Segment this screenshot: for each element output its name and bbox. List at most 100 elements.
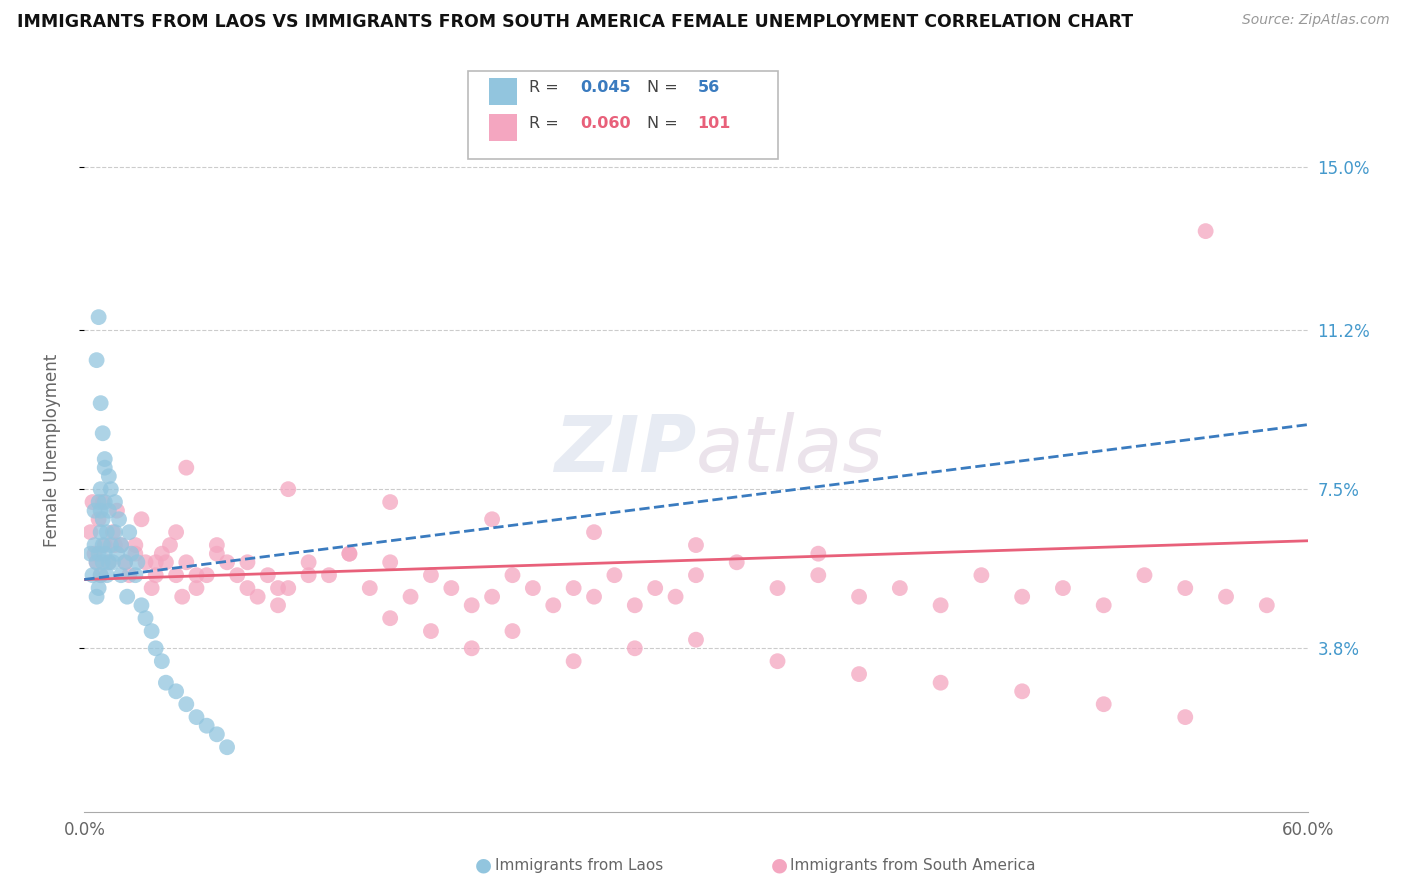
Point xyxy=(339,547,361,561)
Point xyxy=(205,727,228,741)
Point xyxy=(217,555,239,569)
Point xyxy=(685,568,707,582)
Point xyxy=(108,512,131,526)
Point xyxy=(420,568,443,582)
Point xyxy=(90,482,112,496)
Point xyxy=(159,538,181,552)
Point xyxy=(145,641,167,656)
Point xyxy=(929,675,952,690)
Point xyxy=(101,555,124,569)
Point xyxy=(1011,590,1033,604)
Point xyxy=(90,568,112,582)
Text: atlas: atlas xyxy=(696,412,884,489)
Point xyxy=(624,641,647,656)
Point xyxy=(150,547,173,561)
Point xyxy=(1092,697,1115,711)
Point xyxy=(807,547,830,561)
Point xyxy=(1174,581,1197,595)
Point xyxy=(110,538,132,552)
Point xyxy=(380,611,402,625)
Point xyxy=(226,568,249,582)
Point xyxy=(277,581,299,595)
Point xyxy=(118,568,141,582)
Point xyxy=(96,525,118,540)
Point xyxy=(380,555,402,569)
Point xyxy=(91,538,114,552)
Point xyxy=(380,495,402,509)
Text: Immigrants from Laos: Immigrants from Laos xyxy=(495,858,664,872)
Point xyxy=(105,547,128,561)
Text: N =: N = xyxy=(647,80,683,95)
Point xyxy=(165,525,187,540)
Point xyxy=(1256,599,1278,613)
Point xyxy=(97,469,120,483)
Point xyxy=(97,555,120,569)
Point xyxy=(1011,684,1033,698)
Point xyxy=(91,512,114,526)
Point xyxy=(420,624,443,639)
Point xyxy=(685,538,707,552)
Point xyxy=(141,624,163,639)
Point xyxy=(481,590,503,604)
Text: IMMIGRANTS FROM LAOS VS IMMIGRANTS FROM SOUTH AMERICA FEMALE UNEMPLOYMENT CORREL: IMMIGRANTS FROM LAOS VS IMMIGRANTS FROM … xyxy=(17,13,1133,31)
Point xyxy=(217,740,239,755)
Text: R =: R = xyxy=(529,80,564,95)
Text: ●: ● xyxy=(475,855,492,875)
Point xyxy=(543,599,565,613)
Point xyxy=(100,538,122,552)
Text: N =: N = xyxy=(647,116,683,130)
Point xyxy=(155,675,177,690)
Point xyxy=(174,555,197,569)
Point xyxy=(150,654,173,668)
Point xyxy=(82,495,104,509)
Point xyxy=(624,599,647,613)
Point xyxy=(665,590,688,604)
Point xyxy=(114,555,136,569)
Point xyxy=(889,581,911,595)
Point xyxy=(562,654,585,668)
Point xyxy=(110,538,132,552)
Text: ZIP: ZIP xyxy=(554,412,696,489)
Point xyxy=(100,482,122,496)
Point xyxy=(91,426,114,441)
Point xyxy=(105,503,128,517)
Point xyxy=(83,503,105,517)
Point xyxy=(131,599,153,613)
Point xyxy=(848,667,870,681)
Point xyxy=(1092,599,1115,613)
Point xyxy=(246,590,269,604)
Point xyxy=(298,555,321,569)
Point xyxy=(766,654,789,668)
Point xyxy=(135,555,157,569)
Point xyxy=(90,568,112,582)
Point xyxy=(339,547,361,561)
Point xyxy=(807,568,830,582)
Point xyxy=(562,581,585,595)
Point xyxy=(165,568,187,582)
Point xyxy=(236,581,259,595)
Point xyxy=(257,568,280,582)
Point xyxy=(93,452,115,467)
Point xyxy=(145,568,167,582)
Point xyxy=(96,568,118,582)
Point xyxy=(583,590,606,604)
Text: 0.060: 0.060 xyxy=(581,116,631,130)
Text: 56: 56 xyxy=(697,80,720,95)
Point xyxy=(87,512,110,526)
Point xyxy=(115,590,138,604)
Point xyxy=(93,547,115,561)
Point xyxy=(79,525,101,540)
Point xyxy=(87,547,110,561)
Point xyxy=(79,547,101,561)
Y-axis label: Female Unemployment: Female Unemployment xyxy=(42,354,60,547)
Point xyxy=(104,538,127,552)
Point xyxy=(195,719,218,733)
Point xyxy=(725,555,748,569)
Point xyxy=(93,460,115,475)
Text: Immigrants from South America: Immigrants from South America xyxy=(790,858,1036,872)
Point xyxy=(87,581,110,595)
Point xyxy=(124,547,146,561)
Point xyxy=(101,525,124,540)
Point xyxy=(1174,710,1197,724)
Point xyxy=(165,684,187,698)
